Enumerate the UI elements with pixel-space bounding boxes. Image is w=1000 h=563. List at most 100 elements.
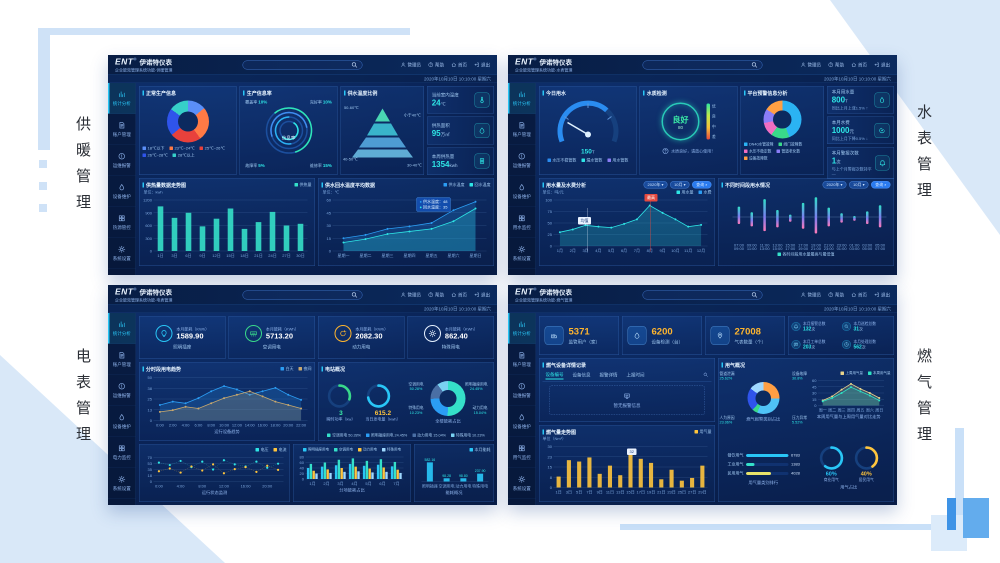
tab-2[interactable]: 报警详情 (599, 372, 618, 378)
nav-help[interactable]: 帮助 (828, 62, 844, 69)
nav-help[interactable]: 帮助 (428, 292, 444, 299)
legend-item[interactable]: 设备故障数 (743, 156, 768, 162)
legend-item[interactable]: 供热量 (294, 182, 312, 188)
search-input[interactable] (647, 61, 751, 68)
legend-item[interactable]: 本周用气量 (868, 371, 891, 376)
avg-marker-line (586, 208, 588, 252)
nav-exit[interactable]: 退出 (474, 62, 490, 69)
legend-item[interactable]: 白天 (280, 366, 294, 372)
sidebar-item-doc[interactable]: 账户管理 (508, 344, 536, 375)
sidebar-item-gear[interactable]: 系统设置 (508, 468, 536, 499)
sidebar-item-chart[interactable]: 统计分析 (108, 313, 136, 344)
legend-item[interactable]: 28℃以上 (172, 153, 195, 159)
search-input[interactable] (247, 61, 351, 68)
nav-home[interactable]: 首页 (451, 62, 467, 69)
legend-item[interactable]: 上周用气量 (840, 371, 863, 376)
year-select[interactable]: 2020年 ▾ (643, 181, 668, 189)
svg-text:0:00: 0:00 (155, 484, 164, 489)
legend-item[interactable]: 水费 (698, 190, 712, 196)
sidebar-item-grid[interactable]: 热源管控 (108, 207, 136, 238)
nav-user[interactable]: 管理员 (800, 292, 821, 299)
legend-item[interactable]: 25℃~26℃ (199, 146, 225, 152)
legend-item[interactable]: 夜间 (298, 366, 312, 372)
nav-exit[interactable]: 退出 (874, 292, 890, 299)
sidebar-item-chart[interactable]: 统计分析 (508, 83, 536, 114)
nav-home[interactable]: 首页 (851, 292, 867, 299)
tab-0[interactable]: 设备编号 (545, 370, 564, 380)
sidebar-item-chart[interactable]: 统计分析 (108, 83, 136, 114)
nav-user[interactable]: 管理员 (400, 292, 421, 299)
sidebar-item-drop[interactable]: 设备维护 (108, 176, 136, 207)
search-icon[interactable] (751, 291, 758, 298)
nav-home[interactable]: 首页 (851, 62, 867, 69)
legend-item[interactable]: 照明插座用电 (303, 447, 329, 452)
sidebar-item-grid[interactable]: 用水监控 (508, 207, 536, 238)
legend-item[interactable]: 23℃~24℃ (169, 146, 195, 152)
sidebar-item-doc[interactable]: 账户管理 (108, 114, 136, 145)
sidebar-item-drop[interactable]: 设备维护 (508, 176, 536, 207)
nav-help[interactable]: 帮助 (828, 292, 844, 299)
nav-exit[interactable]: 退出 (874, 62, 890, 69)
legend-item[interactable]: 空调用电 (334, 447, 353, 452)
sidebar-item-gear[interactable]: 系统设置 (108, 238, 136, 269)
legend-item[interactable]: 水压不稳定数 (743, 149, 771, 155)
legend-item[interactable]: 水压不稳管数 (547, 158, 576, 164)
legend-item[interactable]: 空调用电 50.28% (327, 433, 361, 439)
search-icon[interactable] (351, 61, 358, 68)
sidebar-item-drop[interactable]: 设备维护 (108, 406, 136, 437)
sidebar-item-grid[interactable]: 电力监控 (108, 437, 136, 468)
sidebar-item-alert[interactable]: 运维报警 (508, 145, 536, 176)
month-select[interactable]: 10月 ▾ (849, 181, 869, 189)
sidebar-item-alert[interactable]: 运维报警 (508, 375, 536, 406)
legend-item[interactable]: 漏水管数 (581, 158, 602, 164)
legend-item[interactable]: 26℃~28℃ (142, 153, 168, 159)
nav-help[interactable]: 帮助 (428, 62, 444, 69)
chart-caption: 分项能耗占比 (339, 487, 365, 493)
sidebar-item-chart[interactable]: 统计分析 (508, 313, 536, 344)
sidebar-item-grid[interactable]: 用气监控 (508, 437, 536, 468)
search-input[interactable] (647, 291, 751, 298)
legend-item[interactable]: 阀门故障数 (778, 142, 802, 148)
nav-user[interactable]: 管理员 (800, 62, 821, 69)
legend-item[interactable]: 管道老化数 (776, 149, 800, 155)
sidebar-item-alert[interactable]: 运维报警 (108, 145, 136, 176)
sidebar-item-doc[interactable]: 账户管理 (108, 344, 136, 375)
mini-stat-bell: 本月报警总数 132次 (791, 319, 841, 335)
legend-item[interactable]: 特殊用电 (382, 447, 401, 452)
nav-home[interactable]: 首页 (451, 292, 467, 299)
legend-item[interactable]: 动力用电 (358, 447, 377, 452)
nav-user[interactable]: 管理员 (400, 62, 421, 69)
legend-item[interactable]: 电压 (255, 447, 269, 453)
nav-exit[interactable]: 退出 (474, 292, 490, 299)
query-button[interactable]: 查询 ⌕ (692, 181, 712, 189)
search-icon[interactable] (751, 61, 758, 68)
month-select[interactable]: 10月 ▾ (670, 181, 690, 189)
sidebar-item-gear[interactable]: 系统设置 (508, 238, 536, 269)
search-icon[interactable] (351, 291, 358, 298)
sidebar-item-gear[interactable]: 系统设置 (108, 468, 136, 499)
sidebar-item-doc[interactable]: 账户管理 (508, 114, 536, 145)
legend-item[interactable]: 动力用电 15.04% (412, 433, 446, 439)
legend-item[interactable]: 本月能耗 (469, 447, 491, 453)
search-input[interactable] (247, 291, 351, 298)
legend-item[interactable]: 回水温度 (469, 182, 491, 188)
year-select[interactable]: 2020年 ▾ (822, 181, 847, 189)
legend-item[interactable]: 用水量 (676, 190, 694, 196)
legend-item[interactable]: 用水管数 (607, 158, 628, 164)
legend-item[interactable]: 照明插座用电 24.45% (365, 433, 407, 439)
legend-item[interactable]: 电流 (273, 447, 287, 453)
tab-3[interactable]: 上报时间 (626, 372, 645, 378)
legend-item[interactable]: 供水温度 (443, 182, 465, 188)
legend-item[interactable]: 18℃以下 (142, 146, 164, 152)
legend-item[interactable]: 用气量 (694, 429, 712, 435)
sidebar-item-alert[interactable]: 运维报警 (108, 375, 136, 406)
sidebar-item-drop[interactable]: 设备维护 (508, 406, 536, 437)
legend-item[interactable]: DN40水管故障 (743, 142, 774, 148)
donut-callout: 空调用电 50.28% (408, 382, 424, 392)
legend-item[interactable]: 各时间段用水量最高与最低值 (777, 252, 835, 258)
legend-item[interactable]: 特殊用电 10.23% (451, 433, 485, 439)
query-button[interactable]: 查询 ⌕ (871, 181, 891, 189)
svg-text:照明插座: 照明插座 (422, 483, 438, 489)
tab-1[interactable]: 设备信息 (572, 372, 591, 378)
search-icon[interactable] (703, 372, 709, 378)
